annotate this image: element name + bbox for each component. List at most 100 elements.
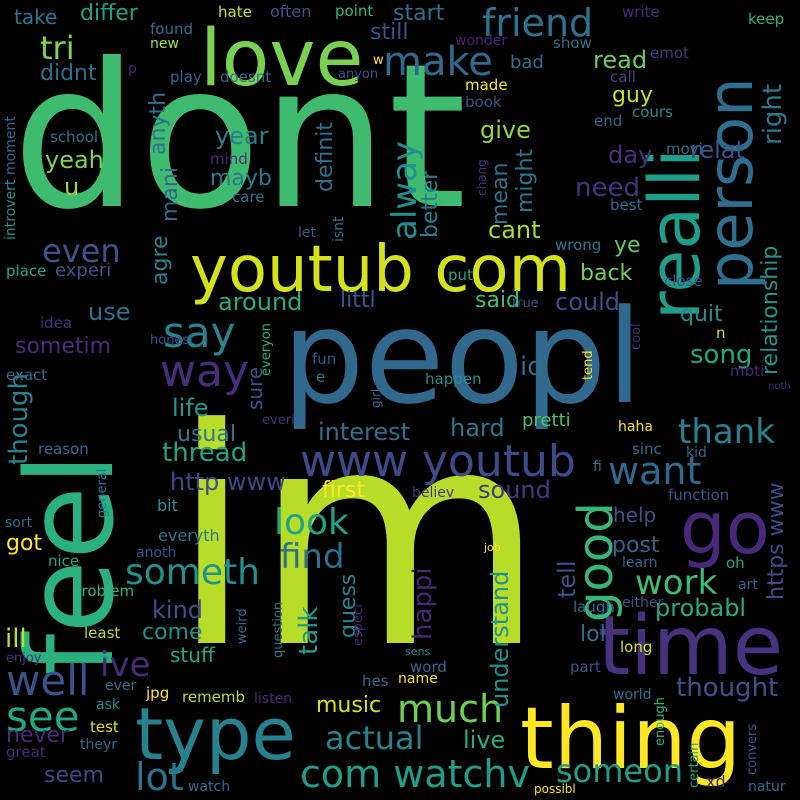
- word-ask: ask: [96, 697, 120, 713]
- word-guy: guy: [612, 83, 653, 108]
- word-idea: idea: [40, 314, 73, 332]
- word-question: question: [271, 601, 286, 658]
- word-post: post: [612, 533, 660, 558]
- word-problem: problem: [72, 582, 135, 600]
- word-name: name: [398, 671, 438, 687]
- word-true: true: [512, 296, 539, 311]
- word-book: book: [465, 93, 502, 111]
- word-close: close: [664, 272, 703, 290]
- word-seem: seem: [44, 763, 104, 788]
- word-https-www: https www: [764, 482, 789, 600]
- word-tri: tri: [40, 29, 75, 67]
- word-anoth: anoth: [136, 545, 177, 561]
- word-definit: definit: [313, 121, 338, 192]
- word-sinc: sinc: [632, 440, 662, 458]
- word-play: play: [170, 68, 202, 86]
- word-never: never: [6, 723, 70, 748]
- word-tend: tend: [581, 350, 596, 380]
- word-peopl: peopl: [282, 281, 643, 433]
- word-see: see: [6, 692, 80, 741]
- word-watch: watch: [188, 779, 231, 795]
- word-sens: sens: [405, 645, 431, 658]
- word-relat: relat: [690, 136, 745, 164]
- word-convers: convers: [745, 723, 760, 775]
- word-school: school: [50, 128, 99, 146]
- word-fi: fi: [593, 459, 602, 475]
- word-anyth: anyth: [146, 91, 171, 155]
- word-www-youtub: www youtub: [300, 436, 576, 487]
- word-thank: thank: [678, 412, 775, 452]
- word-dont: dont: [12, 21, 467, 254]
- word-haha: haha: [618, 419, 653, 435]
- word-bit: bit: [157, 496, 178, 515]
- word-new: new: [150, 36, 179, 52]
- word-someth: someth: [125, 552, 260, 593]
- word-experi: experi: [55, 260, 112, 281]
- word-littl: littl: [340, 288, 376, 313]
- word-n: n: [716, 324, 726, 342]
- word-someon: someon: [556, 752, 683, 790]
- word-start: start: [393, 1, 445, 26]
- word-exact: exact: [6, 366, 48, 384]
- word-chang: chang: [475, 159, 489, 196]
- word-mbti: mbti: [730, 362, 765, 380]
- word-mind: mind: [210, 150, 248, 168]
- word-make: make: [383, 39, 493, 85]
- word-isnt: isnt: [331, 216, 347, 242]
- word-person: person: [694, 77, 767, 290]
- word-kid: kid: [686, 445, 707, 461]
- word-com-watchv: com watchv: [300, 752, 530, 796]
- word-fun: fun: [312, 350, 337, 368]
- word-end: end: [594, 112, 623, 130]
- word-girl: girl: [369, 388, 383, 408]
- word-lol: lol: [580, 622, 606, 647]
- word-believ: believ: [412, 485, 455, 501]
- word-rememb: rememb: [182, 688, 246, 706]
- word-go: go: [680, 486, 770, 570]
- word-weird: weird: [235, 608, 250, 644]
- word-anyon: anyon: [338, 67, 379, 82]
- word-talk: talk: [294, 606, 324, 655]
- word-doesnt: doesnt: [220, 68, 272, 86]
- word-read: read: [593, 46, 648, 74]
- word-actual: actual: [325, 719, 424, 757]
- word-xd: xd: [706, 772, 726, 791]
- word-work: work: [635, 563, 718, 603]
- word-word: word: [410, 658, 447, 676]
- word-usual: usual: [177, 422, 236, 447]
- word-sort: sort: [5, 515, 33, 531]
- word-agre: agre: [148, 235, 173, 285]
- word-lot: lot: [135, 755, 184, 799]
- word-place: place: [6, 262, 47, 280]
- word-noth: noth: [768, 381, 791, 392]
- word-mayb: mayb: [210, 166, 272, 191]
- word-wrong: wrong: [555, 236, 602, 254]
- word-need: need: [575, 173, 640, 203]
- word-introvert-moment: introvert: [3, 179, 19, 240]
- word-ive: ive: [100, 645, 151, 685]
- word-probabl: probabl: [655, 594, 747, 622]
- word-art: art: [738, 577, 758, 593]
- word-youtub-com: youtub com: [190, 233, 571, 307]
- word-look: look: [274, 502, 349, 543]
- word-u: u: [64, 173, 80, 201]
- word-use: use: [88, 298, 131, 326]
- word-often: often: [270, 2, 312, 21]
- word-time: time: [598, 599, 784, 694]
- word-show: show: [553, 34, 592, 52]
- word-say: say: [163, 308, 236, 357]
- word-long: long: [620, 638, 653, 656]
- word-everyth: everyth: [158, 526, 220, 545]
- word-write: write: [622, 3, 660, 21]
- word-cool: cool: [629, 323, 644, 350]
- word-general: general: [95, 468, 110, 518]
- word-well: well: [6, 656, 90, 705]
- word-stuff: stuff: [170, 643, 215, 667]
- word-got: got: [6, 531, 43, 556]
- word-theyr: theyr: [80, 737, 118, 753]
- word-relationship: relationship: [758, 245, 783, 375]
- word-ill: ill: [5, 624, 27, 654]
- word-quit: quit: [680, 302, 723, 327]
- word-kind: kind: [152, 596, 204, 624]
- word-type: type: [135, 692, 296, 776]
